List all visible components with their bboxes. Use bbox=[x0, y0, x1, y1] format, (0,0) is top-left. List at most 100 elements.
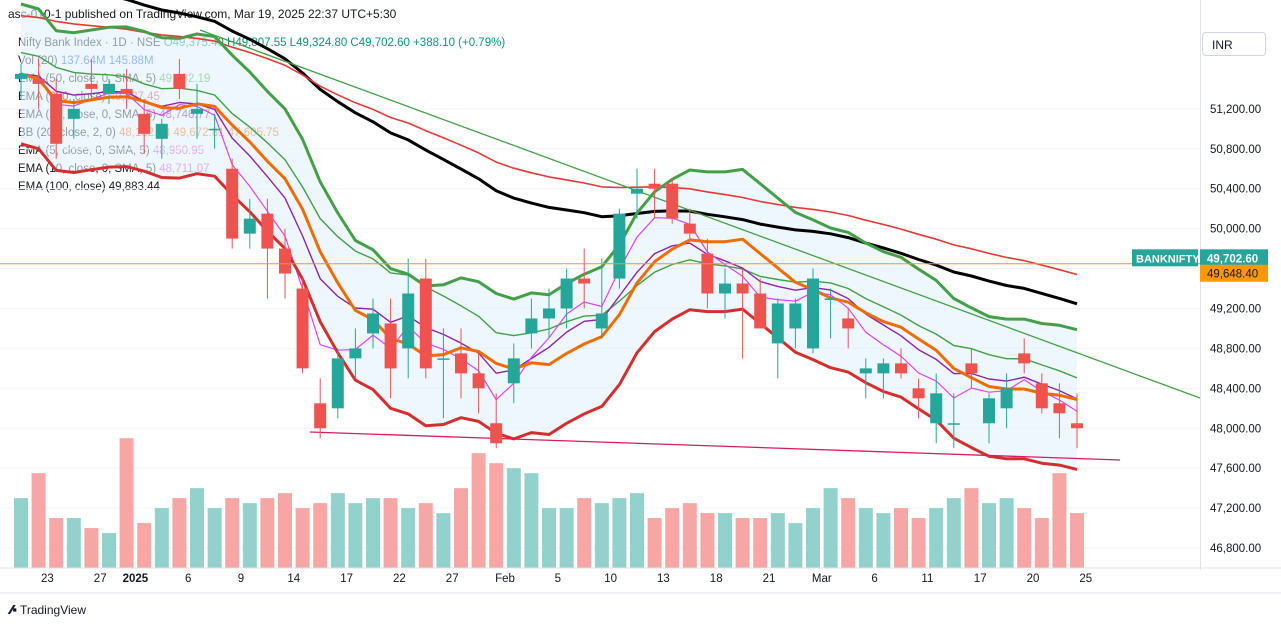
last-price-value: 49,702.60 bbox=[1207, 253, 1258, 265]
candle-body bbox=[771, 303, 784, 344]
volume-bar bbox=[841, 498, 856, 568]
volume-bar bbox=[1017, 508, 1032, 568]
last-price-symbol-tag bbox=[1132, 249, 1198, 267]
volume-bar bbox=[753, 518, 768, 568]
volume-bar bbox=[682, 503, 697, 568]
volume-bar bbox=[506, 468, 521, 568]
candle-body bbox=[419, 278, 432, 369]
tradingview-label: TradingView bbox=[19, 602, 86, 617]
volume-bar bbox=[348, 503, 363, 568]
currency-button[interactable]: INR bbox=[1202, 32, 1266, 56]
x-tick-label: 23 bbox=[41, 573, 54, 585]
candle-body bbox=[331, 358, 344, 409]
x-tick-label: Feb bbox=[495, 573, 515, 585]
y-tick-label: 48,000.00 bbox=[1210, 423, 1261, 435]
volume-bar bbox=[207, 508, 222, 568]
y-tick-label: 46,800.00 bbox=[1210, 543, 1261, 555]
volume-bar bbox=[119, 438, 134, 568]
volume-bar bbox=[330, 493, 345, 568]
candle-body bbox=[859, 368, 872, 374]
support-trendline bbox=[309, 431, 1121, 461]
candle-body bbox=[279, 248, 291, 274]
volume-bar bbox=[894, 508, 908, 568]
x-tick-label: 27 bbox=[446, 573, 459, 585]
x-tick-label: 10 bbox=[604, 573, 617, 585]
candle-body bbox=[595, 313, 608, 329]
volume-bar bbox=[14, 498, 28, 568]
volume-bar bbox=[823, 488, 838, 568]
volume-bar bbox=[577, 498, 592, 568]
volume-bar bbox=[242, 503, 257, 568]
volume-bar bbox=[612, 498, 627, 568]
volume-bar bbox=[700, 513, 715, 568]
x-tick-label: 11 bbox=[921, 573, 933, 585]
candle-body bbox=[912, 388, 925, 399]
volume-bar bbox=[172, 498, 187, 568]
x-tick-label: 18 bbox=[710, 573, 723, 585]
ema-100-line bbox=[122, 0, 1078, 306]
candle-body bbox=[349, 348, 362, 359]
volume-bar bbox=[313, 503, 328, 568]
volume-bar bbox=[383, 498, 398, 568]
volume-bar bbox=[594, 503, 609, 568]
volume-bar bbox=[366, 498, 380, 568]
candle-body bbox=[437, 358, 450, 360]
volume-bar bbox=[190, 488, 204, 568]
x-tick-label: 6 bbox=[871, 573, 877, 585]
level-price-tag bbox=[1200, 264, 1268, 282]
volume-bar bbox=[929, 508, 944, 568]
candle-body bbox=[314, 403, 327, 429]
volume-bar bbox=[1052, 473, 1067, 568]
published-caption: asc-010-1 published on TradingView.com, … bbox=[8, 7, 397, 21]
y-tick-label: 48,400.00 bbox=[1210, 383, 1261, 395]
volume-bar bbox=[946, 498, 961, 568]
volume-bar bbox=[999, 498, 1014, 568]
candle-body bbox=[120, 88, 133, 94]
volume-bar bbox=[278, 493, 292, 568]
volume-bar bbox=[876, 513, 891, 568]
y-tick-label: 50,400.00 bbox=[1210, 184, 1261, 196]
x-tick-label: 5 bbox=[555, 573, 561, 585]
candle-body bbox=[807, 278, 819, 349]
candle-body bbox=[648, 183, 661, 189]
volume-bar bbox=[102, 533, 116, 568]
candle-body bbox=[472, 373, 485, 389]
candle-body bbox=[191, 108, 203, 114]
bollinger-lower-line bbox=[20, 142, 1078, 471]
candle-body bbox=[296, 288, 309, 369]
candle-body bbox=[243, 218, 256, 234]
x-tick-label: 27 bbox=[94, 573, 107, 585]
y-tick-label: 51,200.00 bbox=[1210, 104, 1261, 116]
volume-bar bbox=[665, 508, 680, 568]
volume-bar bbox=[137, 523, 152, 568]
candle-body bbox=[1000, 388, 1013, 409]
volume-bar bbox=[31, 473, 46, 568]
candle-body bbox=[525, 318, 538, 334]
volume-bar bbox=[735, 518, 750, 568]
candle-body bbox=[208, 128, 221, 131]
candle-body bbox=[842, 318, 855, 329]
candle-body bbox=[32, 78, 45, 84]
candle-body bbox=[155, 123, 168, 139]
candle-body bbox=[824, 298, 837, 300]
volume-bar bbox=[964, 488, 979, 568]
volume-bar bbox=[225, 498, 240, 568]
candle-body bbox=[947, 423, 960, 425]
candle-body bbox=[543, 308, 555, 319]
volume-bar bbox=[718, 513, 732, 568]
candle-body bbox=[666, 183, 679, 219]
volume-bar bbox=[454, 488, 468, 568]
volume-bar bbox=[418, 503, 433, 568]
x-tick-label: 14 bbox=[287, 573, 300, 585]
volume-bar bbox=[806, 508, 820, 568]
volume-bar bbox=[788, 523, 803, 568]
candle-body bbox=[736, 283, 749, 294]
candle-body bbox=[402, 293, 415, 349]
volume-bar bbox=[630, 493, 644, 568]
candle-body bbox=[631, 188, 643, 194]
price-axis[interactable] bbox=[1200, 0, 1281, 570]
candle-body bbox=[50, 93, 63, 144]
volume-bar bbox=[295, 508, 310, 568]
candle-body bbox=[1053, 403, 1066, 414]
